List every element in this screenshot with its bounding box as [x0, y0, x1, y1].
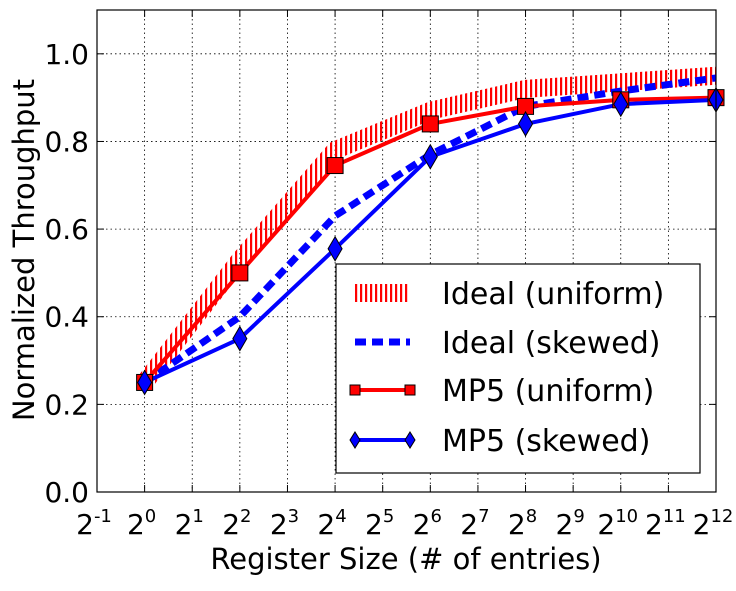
- y-tick-label: 0.8: [44, 125, 89, 158]
- legend-label-ideal-uniform: Ideal (uniform): [442, 277, 664, 312]
- y-tick-label: 0.2: [44, 388, 89, 421]
- data-point-mp5-skewed: [613, 91, 629, 118]
- x-tick-label: 212: [693, 506, 734, 541]
- legend: Ideal (uniform) Ideal (skewed) MP5 (unifor…: [335, 263, 701, 474]
- data-point-mp5-skewed: [327, 235, 343, 262]
- x-tick-label: 29: [556, 506, 585, 541]
- x-tick-label: 20: [127, 506, 156, 541]
- x-tick-label: 211: [645, 506, 686, 541]
- x-tick-label: 23: [270, 506, 299, 541]
- x-tick-label: 22: [222, 506, 251, 541]
- series-line-ideal-uniform: [137, 66, 716, 388]
- legend-swatch-ideal-uniform: [355, 284, 410, 302]
- x-tick-label: 25: [365, 506, 394, 541]
- y-tick-labels: 0.0 0.2 0.4 0.6 0.8 1.0: [44, 38, 89, 509]
- legend-label-ideal-skewed: Ideal (skewed): [442, 326, 660, 361]
- data-point-mp5-skewed: [422, 143, 438, 170]
- data-point-mp5-uniform: [326, 157, 344, 175]
- marker-layer: [136, 86, 725, 396]
- legend-marker-mp5-uniform: [349, 384, 361, 396]
- legend-label-mp5-skewed: MP5 (skewed): [442, 424, 650, 459]
- y-tick-label: 0.6: [44, 213, 89, 246]
- legend-marker-mp5-skewed: [404, 431, 416, 449]
- x-tick-label: 24: [317, 506, 346, 541]
- data-point-mp5-skewed: [137, 369, 153, 396]
- y-axis-title: Normalized Throughput: [7, 79, 41, 421]
- x-tick-label: 21: [175, 506, 204, 541]
- x-tick-label: 28: [508, 506, 537, 541]
- legend-marker-mp5-skewed: [349, 431, 361, 449]
- data-point-mp5-skewed: [232, 325, 248, 352]
- x-axis-title: Register Size (# of entries): [210, 542, 601, 576]
- data-point-mp5-uniform: [231, 264, 249, 282]
- plot-frame: [96, 9, 717, 493]
- data-point-mp5-uniform: [421, 115, 439, 133]
- x-tick-labels: 2-1 20 21 22 23 24 25 26 27 28 29 210 211 212: [76, 506, 733, 541]
- axis-ticks: [96, 10, 717, 493]
- x-tick-label: 2-1: [76, 506, 112, 541]
- x-tick-label: 27: [460, 506, 489, 541]
- y-tick-label: 1.0: [44, 38, 89, 71]
- legend-marker-mp5-uniform: [404, 384, 416, 396]
- data-point-mp5-skewed: [517, 110, 534, 137]
- legend-label-mp5-uniform: MP5 (uniform): [442, 374, 654, 409]
- y-tick-label: 0.0: [44, 476, 89, 509]
- x-tick-label: 210: [597, 506, 638, 541]
- x-tick-label: 26: [413, 506, 442, 541]
- y-tick-label: 0.4: [44, 301, 89, 334]
